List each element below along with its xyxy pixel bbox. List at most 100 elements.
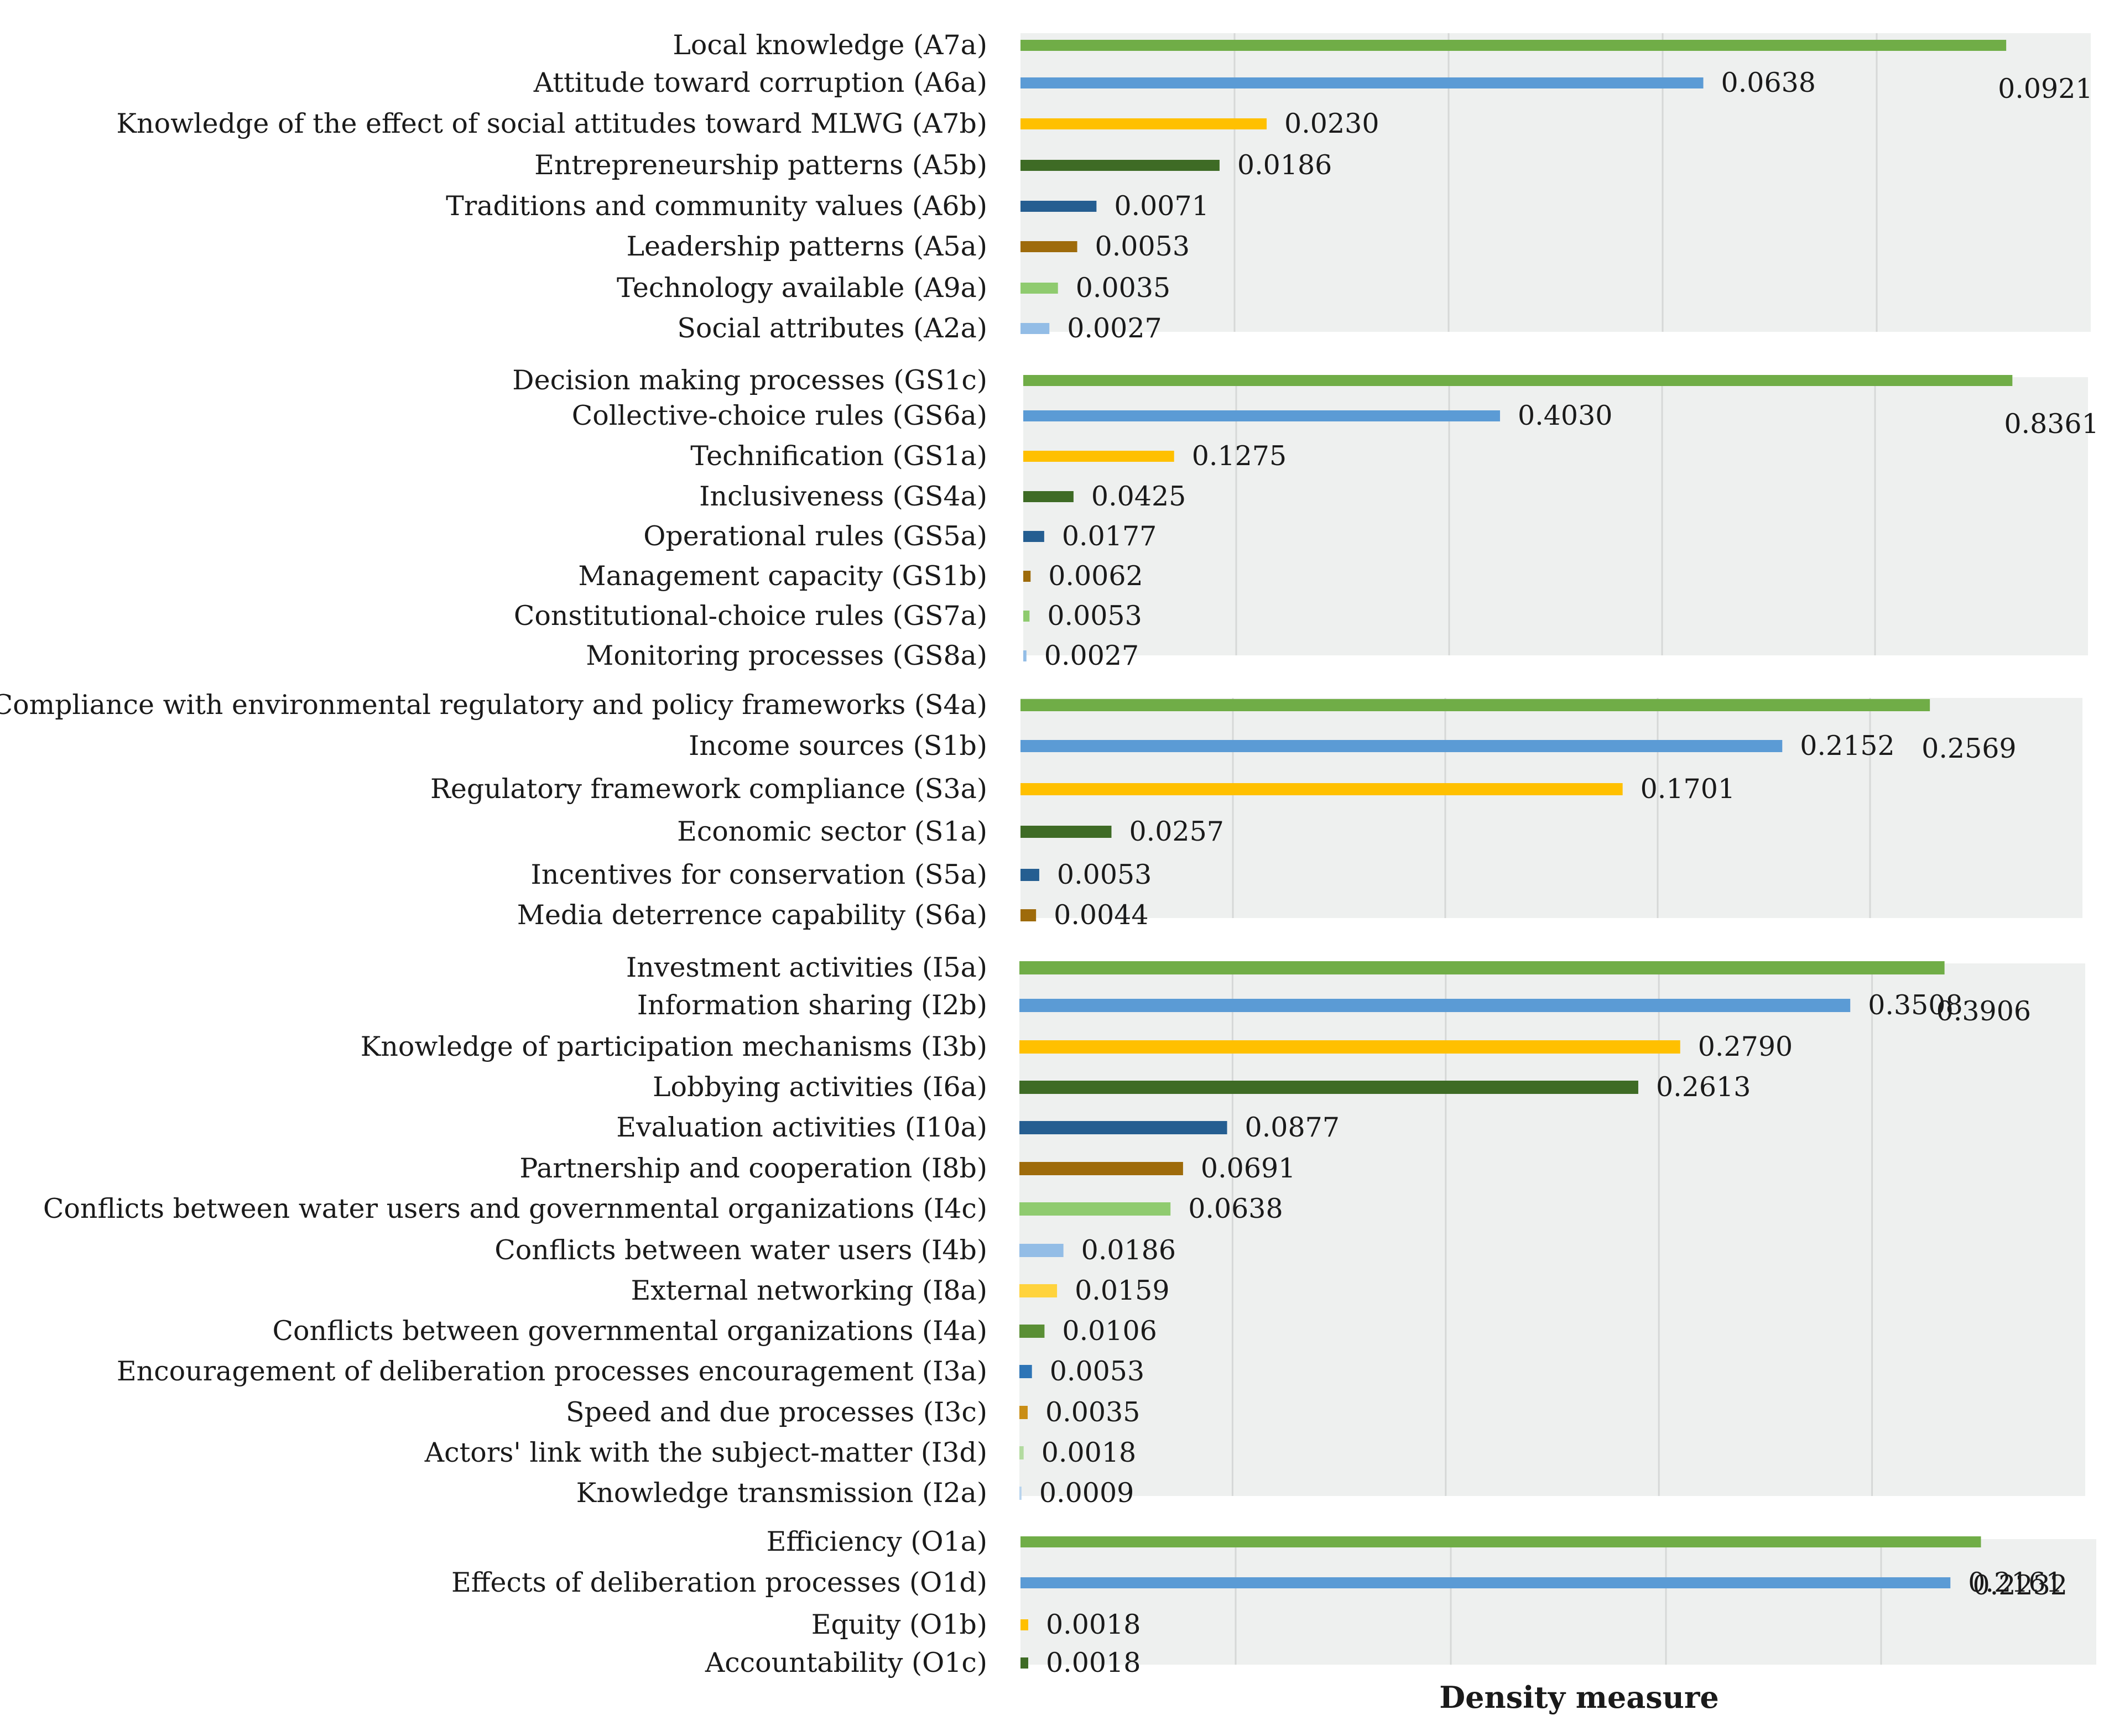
panel-background [1023,377,2088,655]
value-label: 0.0230 [1284,108,1379,139]
category-label: Conflicts between water users (I4b) [494,1234,987,1266]
category-label: Regulatory framework compliance (S3a) [430,773,987,805]
category-label: Knowledge of participation mechanisms (I… [361,1031,987,1062]
category-label: External networking (I8a) [631,1275,988,1306]
category-label: Media deterrence capability (S6a) [517,899,987,931]
value-label: 0.0071 [1114,190,1209,222]
value-label: 0.0053 [1047,600,1142,632]
category-label: Speed and due processes (I3c) [566,1396,987,1428]
bar [1023,611,1030,622]
value-label: 0.0425 [1091,481,1186,512]
category-label: Actors' link with the subject-matter (I3… [424,1437,987,1468]
value-label: 0.0257 [1129,816,1223,847]
bar [1020,1536,1981,1547]
category-label: Monitoring processes (GS8a) [586,640,987,671]
bar [1023,451,1174,462]
bar [1019,1040,1680,1054]
bar [1020,783,1623,795]
category-label: Traditions and community values (A6b) [446,190,987,222]
category-label: Inclusiveness (GS4a) [699,481,987,512]
category-label: Information sharing (I2b) [637,989,987,1021]
bar [1019,1406,1028,1419]
category-label: Economic sector (S1a) [677,816,987,847]
category-label: Investment activities (I5a) [626,952,987,983]
bar [1023,410,1500,421]
value-label: 0.1701 [1641,773,1735,805]
bar [1020,1577,1951,1588]
bar [1020,1657,1029,1669]
panels-layer: Local knowledge (A7a) 0.0921 Attitude towa… [0,29,2099,1678]
panel-0: Local knowledge (A7a) 0.0921 Attitude towa… [116,29,2092,344]
value-label: 0.0053 [1050,1356,1144,1387]
bar [1019,1446,1024,1459]
bar [1020,869,1039,881]
panel-background [1020,698,2082,918]
value-label: 0.0027 [1067,312,1162,344]
bar [1019,1162,1183,1175]
category-label: Leadership patterns (A5a) [626,231,987,262]
value-label: 0.0053 [1057,859,1152,890]
bar [1023,650,1027,661]
category-label: Decision making processes (GS1c) [512,364,987,396]
category-label: Encouragement of deliberation processes … [117,1356,987,1387]
bar [1020,40,2007,51]
value-label: 0.2232 [1972,1570,2067,1601]
value-label: 0.0106 [1062,1315,1157,1347]
value-label: 0.2569 [1921,733,2016,764]
bar [1023,375,2013,386]
category-label: Knowledge transmission (I2a) [576,1477,987,1509]
value-label: 0.0921 [1998,73,2092,105]
bar [1019,1121,1227,1134]
value-label: 0.3508 [1868,989,1962,1021]
value-label: 0.3906 [1936,995,2031,1027]
x-axis-title: Density measure [1439,1680,1719,1715]
bar [1020,1619,1029,1630]
category-label: Entrepreneurship patterns (A5b) [534,149,987,181]
value-label: 0.0044 [1054,899,1148,931]
value-label: 0.0018 [1042,1437,1136,1468]
value-label: 0.0018 [1046,1647,1141,1678]
category-label: Conflicts between governmental organizat… [273,1315,987,1347]
panel-background [1020,1539,2096,1665]
value-label: 0.0877 [1245,1112,1340,1143]
category-label: Accountability (O1c) [705,1647,987,1678]
value-label: 0.0177 [1062,520,1157,552]
value-label: 0.4030 [1518,400,1612,431]
category-label: Operational rules (GS5a) [643,520,987,552]
bar [1019,999,1851,1012]
category-label: Equity (O1b) [811,1609,987,1640]
value-label: 0.0027 [1044,640,1139,671]
bar [1020,740,1783,752]
category-label: Conflicts between water users and govern… [43,1193,987,1224]
category-label: Local knowledge (A7a) [673,29,987,61]
bar [1019,1487,1022,1500]
value-label: 0.2790 [1698,1031,1793,1062]
bar [1019,1365,1032,1378]
value-label: 0.2161 [1968,1567,2063,1598]
value-label: 0.2613 [1656,1071,1751,1103]
bar [1020,241,1077,252]
bar [1023,531,1044,542]
category-label: Knowledge of the effect of social attitu… [116,108,987,139]
bar [1019,1244,1064,1257]
bar [1020,283,1058,294]
category-label: Evaluation activities (I10a) [616,1112,987,1143]
panel-1: Decision making processes (GS1c) 0.8361 Co… [512,364,2098,671]
bar [1020,77,1704,88]
value-label: 0.0691 [1201,1153,1295,1184]
category-label: Efficiency (O1a) [767,1526,987,1557]
value-label: 0.0159 [1075,1275,1169,1306]
bar [1019,1325,1045,1338]
value-label: 0.0062 [1048,560,1143,592]
category-label: Technology available (A9a) [617,272,987,304]
panel-4: Efficiency (O1a) 0.2232 Effects of deliber… [451,1526,2096,1678]
value-label: 0.1275 [1192,440,1287,472]
value-label: 0.0035 [1076,272,1170,304]
bar [1019,1081,1638,1094]
bar [1020,826,1112,838]
bar [1020,909,1037,921]
category-label: Partnership and cooperation (I8b) [519,1153,987,1184]
bar [1020,160,1220,171]
category-label: Constitutional-choice rules (GS7a) [514,600,987,632]
